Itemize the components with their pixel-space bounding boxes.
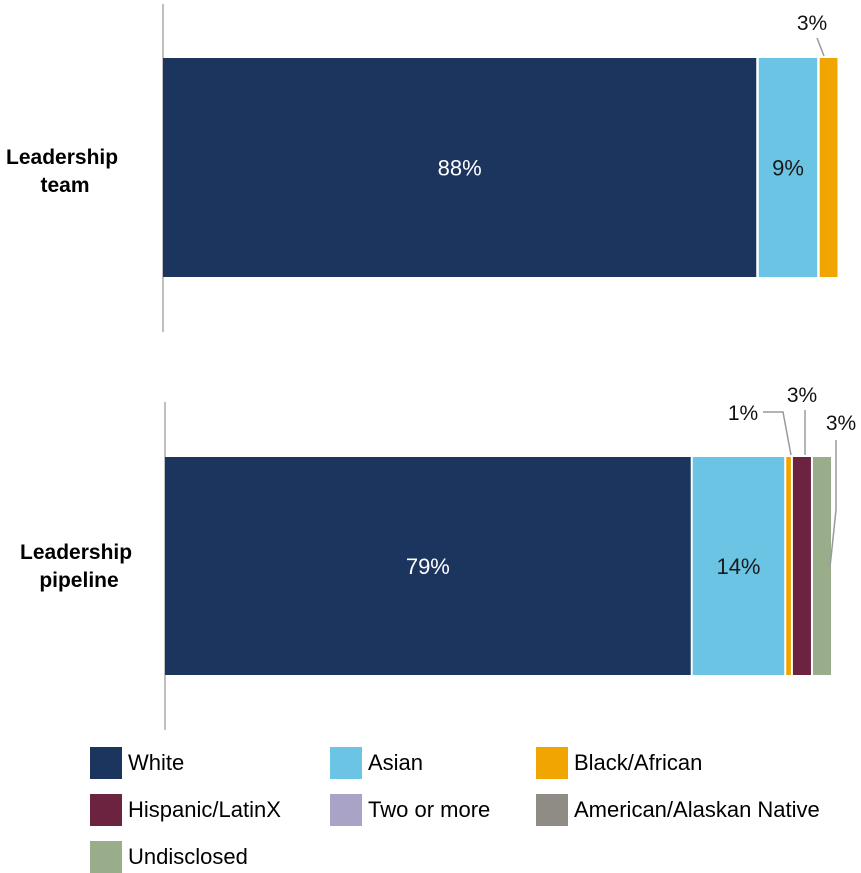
bar-pipeline-asian — [692, 457, 785, 675]
legend-swatch-white — [90, 747, 122, 779]
bar-pipeline-white — [165, 457, 691, 675]
value-label-pipeline-white: 79% — [406, 554, 450, 579]
value-label-team-asian: 9% — [772, 156, 804, 181]
value-label-pipeline-undisclosed: 3% — [826, 412, 856, 435]
bar-pipeline-black-african — [786, 457, 791, 675]
leader-line-pipeline-undisclosed — [829, 440, 837, 568]
category-label-pipeline: Leadership pipeline — [20, 541, 138, 592]
legend-swatch-black-african — [536, 747, 568, 779]
legend-item-two-or-more: Two or more — [330, 794, 490, 826]
bar-team-asian — [758, 58, 818, 277]
leader-line-pipeline-black-african — [763, 411, 792, 456]
value-label-pipeline-asian: 14% — [716, 554, 760, 579]
legend-label-undisclosed: Undisclosed — [128, 844, 248, 869]
category-label-team: Leadership team — [6, 146, 124, 197]
value-label-pipeline-black-african: 1% — [728, 402, 758, 425]
stacked-bar-chart: Leadership team Leadership pipeline 88% 9… — [6, 4, 856, 730]
bar-team-black-african — [819, 58, 838, 277]
value-labels-group: 88% 9% 3% 79% 14% 1% 3% 3% — [406, 12, 856, 579]
value-label-pipeline-hispanic-latinx: 3% — [787, 384, 817, 407]
legend-label-asian: Asian — [368, 750, 424, 775]
bars-group — [163, 58, 838, 675]
value-label-team-black-african: 3% — [797, 12, 827, 35]
category-label-pipeline-line2: pipeline — [39, 569, 118, 592]
leader-line-team-black-african — [816, 37, 825, 57]
category-label-team-line1: Leadership — [6, 146, 118, 169]
legend-label-black-african: Black/African — [574, 750, 703, 775]
legend-swatch-two-or-more — [330, 794, 362, 826]
legend-item-black-african: Black/African — [536, 747, 702, 779]
legend-item-hispanic-latinx: Hispanic/LatinX — [90, 794, 281, 826]
category-label-pipeline-line1: Leadership — [20, 541, 132, 564]
legend-swatch-hispanic-latinx — [90, 794, 122, 826]
legend-label-white: White — [128, 750, 185, 775]
bar-pipeline-hispanic-latinx — [792, 457, 811, 675]
legend-swatch-asian — [330, 747, 362, 779]
category-label-team-line2: team — [40, 174, 89, 197]
bar-team-white — [163, 58, 757, 277]
legend: White Asian Black/African Hispanic/Latin… — [90, 744, 861, 873]
legend-item-asian: Asian — [330, 747, 423, 779]
legend-label-hispanic-latinx: Hispanic/LatinX — [128, 797, 281, 822]
bar-pipeline-undisclosed — [812, 457, 831, 675]
legend-item-undisclosed: Undisclosed — [90, 841, 248, 873]
legend-label-two-or-more: Two or more — [368, 797, 491, 822]
legend-item-white: White — [90, 747, 184, 779]
legend-item-american-alaskan-native: American/Alaskan Native — [536, 794, 820, 826]
legend-label-american-alaskan-native: American/Alaskan Native — [574, 797, 820, 822]
legend-swatch-undisclosed — [90, 841, 122, 873]
legend-swatch-american-alaskan-native — [536, 794, 568, 826]
value-label-team-white: 88% — [438, 156, 482, 181]
